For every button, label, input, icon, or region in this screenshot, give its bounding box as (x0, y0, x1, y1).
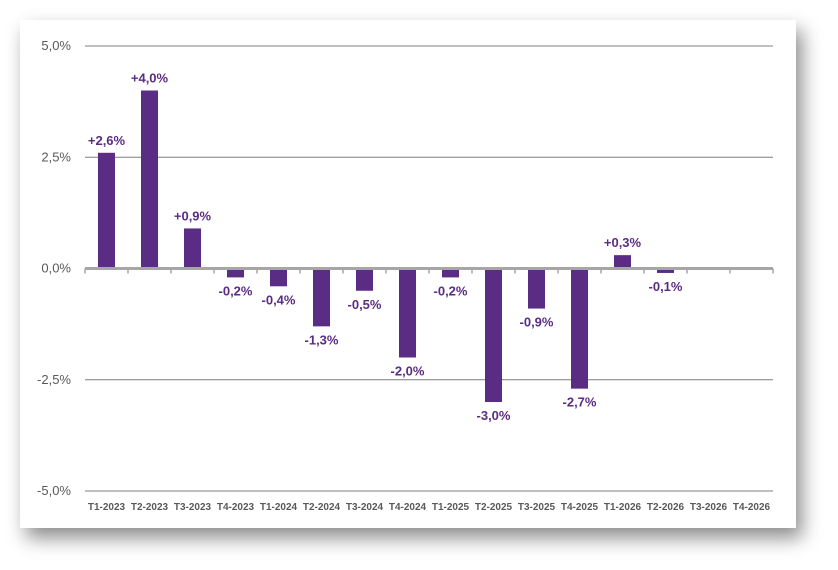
x-tick-label: T4-2024 (389, 502, 427, 513)
data-label: -3,0% (477, 408, 511, 423)
bar-t3-2023 (184, 228, 201, 269)
bar-t2-2023 (141, 90, 158, 269)
y-tick-label: -5,0% (37, 483, 71, 498)
y-tick-label: 2,5% (41, 149, 71, 164)
bar-t1-2026 (614, 255, 631, 269)
x-tick-label: T1-2026 (604, 502, 642, 513)
x-tick-label: T1-2025 (432, 502, 470, 513)
bar-t2-2024 (313, 268, 330, 327)
bar-t2-2026 (657, 268, 674, 273)
y-axis-ticks: 5,0% 2,5% 0,0% -2,5% -5,0% (37, 38, 71, 498)
x-tick-label: T1-2024 (260, 502, 298, 513)
data-label: -2,7% (563, 395, 597, 410)
bar-t4-2025 (571, 268, 588, 389)
gridlines (85, 45, 773, 492)
x-tick-label: T3-2024 (346, 502, 384, 513)
x-tick-label: T4-2023 (217, 502, 255, 513)
bar-t3-2025 (528, 268, 545, 309)
bar-t4-2024 (399, 268, 416, 358)
bar-t2-2025 (485, 268, 502, 402)
zero-axis (84, 267, 774, 274)
x-tick-label: T2-2023 (131, 502, 169, 513)
data-label: -0,2% (219, 283, 253, 298)
y-tick-label: 0,0% (41, 261, 71, 276)
data-label: -0,9% (520, 315, 554, 330)
x-tick-label: T2-2024 (303, 502, 341, 513)
data-label: +2,6% (88, 133, 126, 148)
x-tick-label: T3-2025 (518, 502, 556, 513)
data-label: +0,3% (604, 235, 642, 250)
x-tick-label: T1-2023 (88, 502, 126, 513)
x-tick-label: T4-2025 (561, 502, 599, 513)
x-axis-ticks: T1-2023 T2-2023 T3-2023 T4-2023 T1-2024 T2-20… (88, 502, 771, 513)
data-label: -0,5% (348, 297, 382, 312)
chart-frame: 5,0% 2,5% 0,0% -2,5% -5,0% +2,6% +4,0% +0,9% -0… (20, 20, 796, 528)
bar-t1-2025 (442, 268, 459, 278)
data-labels: +2,6% +4,0% +0,9% -0,2% -0,4% -1,3% -0,5% -2,0%… (88, 71, 683, 424)
y-tick-label: -2,5% (37, 372, 71, 387)
data-label: -0,2% (434, 283, 468, 298)
x-tick-label: T4-2026 (733, 502, 771, 513)
bar-t1-2024 (270, 268, 287, 287)
data-label: -1,3% (305, 332, 339, 347)
x-tick-label: T3-2023 (174, 502, 212, 513)
x-tick-label: T3-2026 (690, 502, 728, 513)
data-label: -0,1% (649, 279, 683, 294)
bar-t3-2024 (356, 268, 373, 291)
data-label: +4,0% (131, 71, 169, 86)
bar-chart: 5,0% 2,5% 0,0% -2,5% -5,0% +2,6% +4,0% +0,9% -0… (37, 38, 774, 513)
bars (98, 90, 674, 402)
bar-t4-2023 (227, 268, 244, 278)
data-label: +0,9% (174, 208, 212, 223)
y-tick-label: 5,0% (41, 38, 71, 53)
data-label: -2,0% (391, 364, 425, 379)
bar-t1-2023 (98, 152, 115, 269)
data-label: -0,4% (262, 292, 296, 307)
x-tick-label: T2-2026 (647, 502, 685, 513)
x-tick-label: T2-2025 (475, 502, 513, 513)
